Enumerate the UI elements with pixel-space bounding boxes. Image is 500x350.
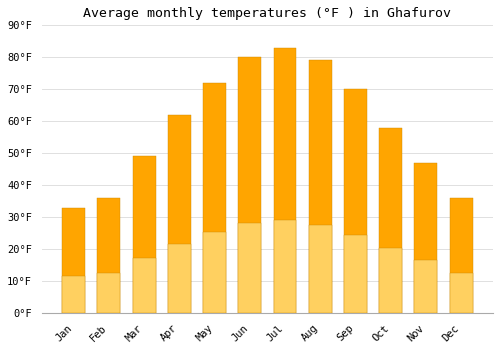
Bar	[98, 198, 120, 313]
Bar	[308, 225, 332, 313]
Bar	[379, 248, 402, 313]
Bar	[344, 89, 367, 313]
Bar	[344, 235, 367, 313]
Bar	[414, 260, 438, 313]
Bar	[62, 208, 85, 313]
Bar	[203, 232, 226, 313]
Bar	[238, 57, 261, 313]
Bar	[98, 273, 120, 313]
Bar	[132, 156, 156, 313]
Bar	[238, 224, 261, 313]
Bar	[168, 115, 191, 313]
Bar	[379, 128, 402, 313]
Bar	[450, 198, 472, 313]
Bar	[62, 276, 85, 313]
Title: Average monthly temperatures (°F ) in Ghafurov: Average monthly temperatures (°F ) in Gh…	[84, 7, 452, 20]
Bar	[132, 258, 156, 313]
Bar	[414, 163, 438, 313]
Bar	[203, 83, 226, 313]
Bar	[168, 244, 191, 313]
Bar	[450, 273, 472, 313]
Bar	[308, 61, 332, 313]
Bar	[274, 220, 296, 313]
Bar	[274, 48, 296, 313]
